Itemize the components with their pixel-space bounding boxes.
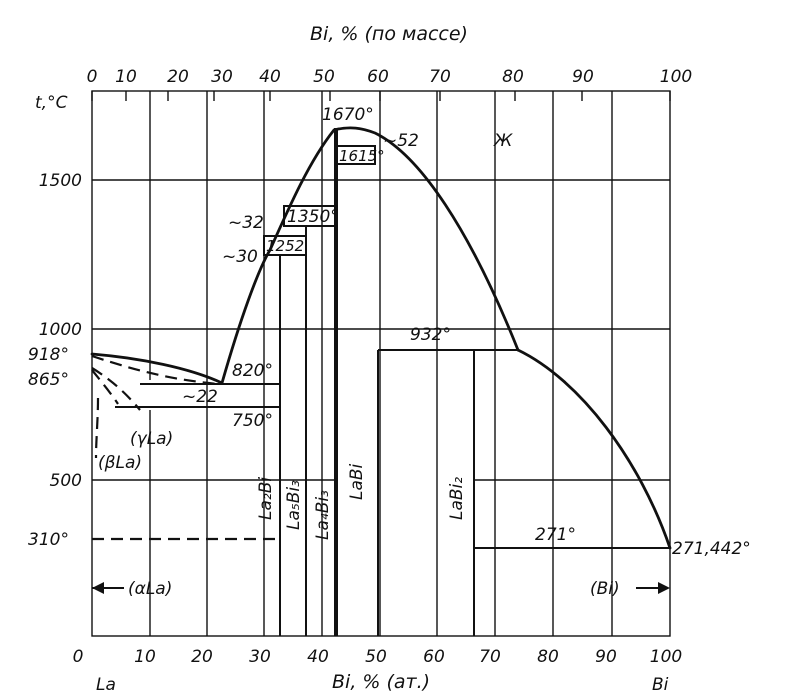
svg-text:100: 100 [660,67,692,87]
svg-text:50: 50 [365,647,387,667]
y-tick-1500: 1500 [39,171,82,191]
svg-text:40: 40 [259,67,281,87]
label-gamma-la: (γLa) [130,429,173,449]
label-labi2: LaBi₂ [447,477,467,520]
top-axis-ticks: 0 10 20 30 40 50 60 70 80 90 100 [87,67,693,87]
label-bi-melt: 271,442° [672,539,751,559]
label-c22: ~22 [182,387,218,407]
plot-grid [91,90,671,637]
svg-text:0: 0 [87,67,98,87]
svg-text:30: 30 [211,67,233,87]
box-1615 [336,145,376,165]
dash-gamma-beta [91,369,119,405]
label-beta-la: (βLa) [98,453,142,473]
label-la4bi3: La₄Bi₃ [313,490,333,540]
box-1350 [283,205,336,227]
svg-text:0: 0 [73,647,84,667]
bottom-left-element: La [96,675,116,695]
svg-text:90: 90 [572,67,594,87]
label-la2bi: La₂Bi [256,477,276,520]
top-scale-ticks [91,91,671,101]
svg-text:60: 60 [423,647,445,667]
label-c32: ~32 [228,213,264,233]
arrow-left-icon [92,582,104,594]
bottom-axis-ticks: 0 10 20 30 40 50 60 70 80 90 100 [73,647,683,667]
label-1670: 1670° [322,105,374,125]
y-tick-500: 500 [50,471,82,491]
svg-text:40: 40 [307,647,329,667]
svg-text:70: 70 [479,647,501,667]
label-labi: LaBi [347,463,367,500]
label-la5bi3: La₅Bi₃ [284,480,304,530]
top-axis-title: Bi, % (по массе) [310,23,468,45]
label-liquid: Ж [493,131,513,151]
dash-918-gamma [91,354,219,386]
label-c30: ~30 [222,247,258,267]
svg-text:10: 10 [115,67,137,87]
svg-text:90: 90 [595,647,617,667]
label-750: 750° [232,411,273,431]
dash-beta [94,397,100,459]
arrow-right-icon [658,582,670,594]
label-918: 918° [28,345,69,365]
svg-text:10: 10 [134,647,156,667]
box-1252 [263,235,307,256]
y-axis-title: t,°C [35,93,68,113]
liquidus-la-side [90,352,224,385]
label-alpha-la: (αLa) [128,579,172,599]
phase-boundaries [90,126,672,636]
label-820: 820° [232,361,273,381]
dash-865 [91,367,141,411]
label-271: 271° [535,525,576,545]
bottom-axis-title: Bi, % (ат.) [332,671,430,693]
svg-text:80: 80 [537,647,559,667]
label-1252: 1252 [266,237,304,255]
svg-text:80: 80 [502,67,524,87]
svg-text:100: 100 [650,647,682,667]
y-tick-1000: 1000 [39,320,82,340]
label-932: 932° [410,325,451,345]
svg-text:20: 20 [167,67,189,87]
label-1615: 1615° [339,147,385,165]
bottom-right-element: Bi [652,675,669,695]
svg-text:50: 50 [313,67,335,87]
label-310: 310° [28,530,69,550]
label-1350: 1350° [287,207,339,227]
svg-text:60: 60 [367,67,389,87]
label-bi-solid: (Bi) [590,579,620,599]
plot-frame [91,90,671,637]
label-865: 865° [28,370,69,390]
svg-text:30: 30 [249,647,271,667]
svg-text:70: 70 [429,67,451,87]
svg-text:20: 20 [191,647,213,667]
label-c52: ~52 [383,131,419,151]
liquidus-bi-side [516,348,672,550]
